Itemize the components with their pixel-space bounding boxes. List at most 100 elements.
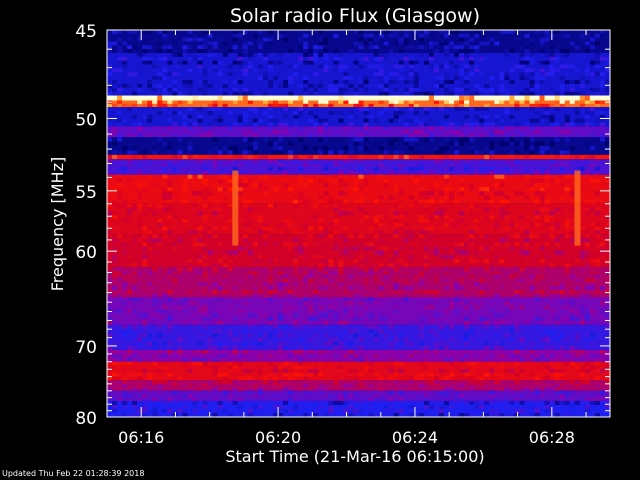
spectrogram-cell <box>383 150 389 155</box>
spectrogram-cell <box>544 353 550 358</box>
spectrogram-cell <box>212 146 218 151</box>
spectrogram-cell <box>459 271 465 275</box>
spectrogram-cell <box>584 246 590 251</box>
spectrogram-cell <box>393 182 399 188</box>
spectrogram-cell <box>393 337 399 342</box>
spectrogram-cell <box>267 293 273 298</box>
spectrogram-cell <box>423 107 429 111</box>
spectrogram-cell <box>323 64 329 69</box>
spectrogram-cell <box>318 30 324 34</box>
spectrogram-cell <box>383 191 389 196</box>
spectrogram-cell <box>333 376 339 381</box>
spectrogram-cell <box>408 305 414 310</box>
spectrogram-cell <box>112 383 118 388</box>
spectrogram-cell <box>569 267 575 272</box>
spectrogram-cell <box>454 282 460 287</box>
spectrogram-cell <box>107 353 113 358</box>
spectrogram-cell <box>272 100 279 104</box>
spectrogram-cell <box>494 353 500 358</box>
spectrogram-cell <box>338 191 344 196</box>
spectrogram-cell <box>564 211 570 216</box>
spectrogram-cell <box>162 166 168 171</box>
spectrogram-cell <box>423 365 429 370</box>
spectrogram-cell <box>267 333 273 338</box>
spectrogram-cell <box>469 293 475 298</box>
spectrogram-cell <box>584 404 590 409</box>
spectrogram-cell <box>257 286 263 290</box>
spectrogram-cell <box>323 118 329 123</box>
spectrogram-cell <box>564 222 570 227</box>
spectrogram-cell <box>303 274 309 279</box>
spectrogram-cell <box>413 64 419 69</box>
spectrogram-cell <box>217 320 223 325</box>
spectrogram-cell <box>257 64 263 69</box>
spectrogram-cell <box>534 118 540 123</box>
spectrogram-cell <box>313 207 319 212</box>
spectrogram-cell <box>564 361 570 366</box>
spectrogram-cell <box>604 107 610 111</box>
spectrogram-cell <box>584 68 590 73</box>
spectrogram-cell <box>212 289 218 294</box>
spectrogram-cell <box>142 234 148 239</box>
spectrogram-cell <box>433 345 439 350</box>
spectrogram-cell <box>257 118 263 123</box>
spectrogram-cell <box>262 372 268 377</box>
spectrogram-cell <box>318 100 324 104</box>
spectrogram-cell <box>142 182 148 188</box>
spectrogram-cell <box>343 324 349 330</box>
spectrogram-cell <box>112 238 118 243</box>
spectrogram-cell <box>413 95 419 101</box>
spectrogram-cell <box>212 118 218 123</box>
spectrogram-cell <box>122 41 128 46</box>
spectrogram-cell <box>358 37 364 42</box>
spectrogram-cell <box>519 271 525 275</box>
spectrogram-cell <box>403 133 409 138</box>
spectrogram-cell <box>252 218 258 223</box>
spectrogram-cell <box>242 238 248 243</box>
spectrogram-cell <box>423 286 429 290</box>
spectrogram-cell <box>363 282 369 287</box>
spectrogram-cell <box>142 150 148 155</box>
spectrogram-cell <box>167 87 173 92</box>
spectrogram-cell <box>167 126 173 130</box>
spectrogram-cell <box>474 170 480 175</box>
spectrogram-cell <box>454 259 460 264</box>
spectrogram-cell <box>252 309 258 314</box>
spectrogram-cell <box>428 267 434 272</box>
spectrogram-cell <box>479 159 485 164</box>
spectrogram-cell <box>338 234 344 239</box>
spectrogram-cell <box>348 369 354 373</box>
spectrogram-cell <box>549 72 555 77</box>
spectrogram-cell <box>242 133 248 138</box>
spectrogram-cell <box>519 163 525 167</box>
spectrogram-cell <box>459 242 465 247</box>
spectrogram-cell <box>167 163 173 167</box>
spectrogram-cell <box>278 150 284 155</box>
spectrogram-cell <box>474 400 480 405</box>
spectrogram-cell <box>328 83 334 88</box>
spectrogram-cell <box>313 91 319 96</box>
spectrogram-cell <box>418 341 424 346</box>
spectrogram-cell <box>117 60 123 65</box>
spectrogram-cell <box>152 83 158 88</box>
spectrogram-cell <box>328 324 334 330</box>
spectrogram-cell <box>529 324 535 330</box>
spectrogram-cell <box>132 122 138 127</box>
spectrogram-cell <box>454 289 460 294</box>
spectrogram-cell <box>519 357 525 362</box>
spectrogram-cell <box>107 137 113 142</box>
spectrogram-cell <box>177 305 183 310</box>
spectrogram-cell <box>393 41 399 46</box>
spectrogram-cell <box>227 72 233 77</box>
spectrogram-cell <box>564 271 570 275</box>
spectrogram-cell <box>539 259 545 264</box>
spectrogram-cell <box>207 83 213 88</box>
spectrogram-cell <box>559 309 565 314</box>
spectrogram-cell <box>207 107 213 111</box>
spectrogram-cell <box>574 317 580 321</box>
spectrogram-cell <box>112 254 118 260</box>
spectrogram-cell <box>444 52 450 57</box>
spectrogram-cell <box>348 309 354 314</box>
spectrogram-cell <box>298 178 304 183</box>
spectrogram-cell <box>142 263 148 268</box>
